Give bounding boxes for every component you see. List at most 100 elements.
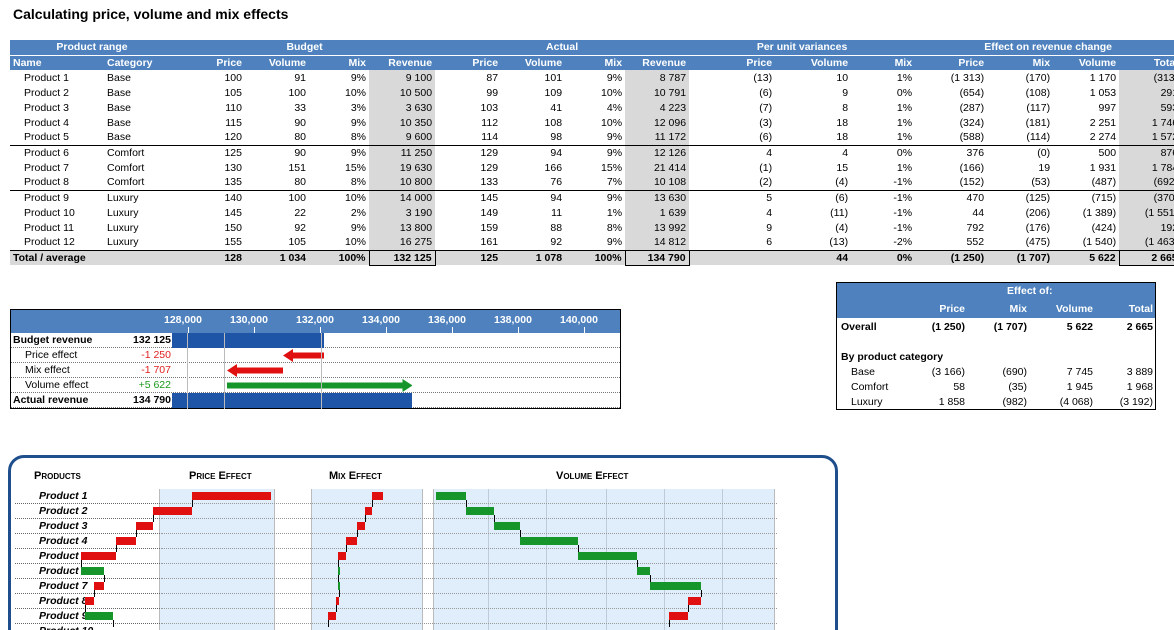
effect-bar (345, 537, 358, 545)
table-cell: (13) (753, 71, 773, 84)
category-value: (3 166) (931, 366, 965, 378)
table-cell: 13 800 (369, 220, 436, 235)
table-cell: Product 8 (24, 176, 69, 189)
total-cell: (1 707) (987, 249, 1054, 265)
table-cell: 120 (224, 131, 242, 144)
effect-bar (338, 582, 341, 590)
table-cell: 2 251 (1089, 116, 1117, 129)
table-cell: Product 12 (24, 236, 75, 249)
bridge-row: Volume effect +5 622 (11, 378, 620, 393)
category-value: (35) (1008, 381, 1027, 393)
table-cell: 10% (601, 86, 623, 99)
table-row: Product 10 Luxury 145 22 2% 3 190 149 11 1% 1 639… (10, 205, 1174, 220)
table-cell: 291 (1119, 85, 1174, 100)
bridge-bar (226, 379, 413, 392)
table-cell: (6) (775, 189, 852, 205)
table-cell: (475) (1025, 236, 1051, 249)
table-cell: 92 (294, 221, 306, 234)
table-cell: Product 6 (10, 144, 104, 160)
table-cell: 1% (896, 101, 913, 114)
effect-col-header: Total (1128, 303, 1153, 315)
effect-col-header: Mix (1009, 303, 1027, 315)
table-cell: 98 (550, 131, 563, 144)
table-cell: 100 (288, 86, 306, 99)
table-cell: (4) (835, 176, 849, 189)
table-cell: 22 (294, 206, 306, 219)
table-cell: 1 931 (1089, 161, 1117, 174)
table-cell: 80 (294, 176, 306, 189)
table-cell: (176) (1025, 221, 1051, 234)
effect-of-title: Effect of: (1007, 285, 1053, 297)
group-product-range: Product range (10, 40, 174, 56)
effect-connector (116, 545, 118, 552)
total-cell: 132 125 (368, 249, 436, 266)
row-gridline (161, 563, 777, 564)
table-cell: (6) (759, 86, 773, 99)
bridge-row-value: -1 707 (141, 364, 171, 376)
table-cell: 3 630 (369, 100, 436, 115)
effect-bar (152, 507, 193, 515)
axis-tick-mark (254, 327, 255, 333)
column-header: Category (104, 55, 174, 70)
table-cell: 13 992 (625, 220, 690, 235)
category-value: 7 745 (1066, 366, 1093, 378)
table-row: Product 9 Luxury 140 100 10% 14 000 145 94 9% 13 … (10, 189, 1174, 205)
table-cell: (125) (987, 189, 1054, 205)
axis-tick-label: 134,000 (362, 314, 400, 326)
effect-bar (81, 552, 117, 560)
bridge-gridline (321, 333, 322, 409)
product-label: Product 7 (15, 579, 160, 594)
axis-tick-label: 140,000 (560, 314, 598, 326)
category-value: (3 192) (1119, 396, 1153, 408)
bridge-arrow (226, 364, 283, 377)
effect-bar (687, 597, 701, 605)
table-cell: 125 (174, 144, 245, 160)
table-cell: 16 275 (369, 235, 436, 250)
table-cell: 6 (766, 236, 773, 249)
table-cell: (170) (1025, 71, 1051, 84)
column-header: Price (435, 55, 502, 70)
table-cell: 90 (245, 144, 309, 160)
effect-bar (84, 612, 113, 620)
table-cell: 145 (435, 189, 502, 205)
table-cell: 10 350 (369, 115, 436, 130)
table-row: Product 8 Comfort 135 80 8% 10 800 133 76 7% 10 1… (10, 175, 1174, 190)
table-cell: 9% (350, 221, 366, 234)
effect-bar (650, 582, 701, 590)
table-cell: 8% (350, 131, 366, 144)
table-cell: 15% (344, 161, 366, 174)
row-gridline (161, 548, 777, 549)
total-cell: 2 665 (1118, 249, 1174, 266)
column-header: Price (174, 55, 245, 70)
price-effect-header: Price Effect (189, 470, 252, 482)
effect-bar (135, 522, 153, 530)
row-gridline (161, 608, 777, 609)
table-cell: (692) (1119, 175, 1174, 190)
bridge-bar (171, 333, 325, 348)
table-cell: 1% (896, 131, 913, 144)
effect-connector (637, 560, 639, 567)
table-cell: 4 (775, 144, 852, 160)
overall-value: 2 665 (1126, 321, 1153, 333)
table-cell: (166) (959, 161, 985, 174)
effect-connector (669, 620, 671, 627)
column-header: Revenue (625, 55, 690, 70)
category-value: 3 889 (1126, 366, 1153, 378)
table-cell: 100 (224, 71, 242, 84)
effect-bar (519, 537, 579, 545)
table-cell: 150 (224, 221, 242, 234)
table-cell: Product 7 (24, 161, 69, 174)
effect-connector (112, 620, 114, 627)
volume-gridline (722, 489, 723, 630)
product-effects-chart: Products Price Effect Mix Effect Volume … (8, 455, 838, 630)
table-cell: 1 053 (1089, 86, 1117, 99)
table-cell: 0% (851, 144, 916, 160)
table-cell: (3) (759, 116, 773, 129)
table-cell: 100 (245, 189, 309, 205)
axis-tick-label: 136,000 (428, 314, 466, 326)
effect-connector (357, 530, 359, 537)
effect-connector (650, 575, 652, 582)
table-cell: 11 (551, 206, 563, 219)
effect-bar (371, 492, 383, 500)
table-cell: 7% (606, 176, 623, 189)
